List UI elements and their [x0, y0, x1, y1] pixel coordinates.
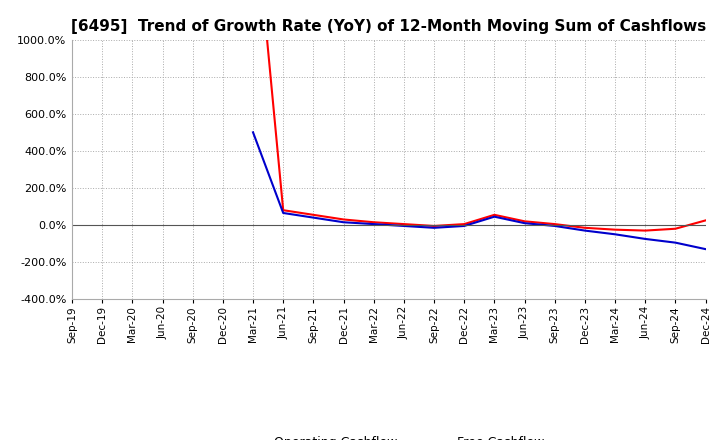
Free Cashflow	[279, 210, 287, 216]
Line: Free Cashflow: Free Cashflow	[253, 132, 706, 249]
Free Cashflow	[701, 246, 710, 252]
Operating Cashflow	[671, 226, 680, 231]
Operating Cashflow	[309, 212, 318, 217]
Free Cashflow	[430, 225, 438, 231]
Free Cashflow	[490, 214, 499, 219]
Free Cashflow	[339, 220, 348, 225]
Line: Operating Cashflow: Operating Cashflow	[253, 0, 706, 231]
Free Cashflow	[671, 240, 680, 245]
Free Cashflow	[460, 224, 469, 229]
Free Cashflow	[369, 221, 378, 227]
Free Cashflow	[580, 228, 589, 233]
Operating Cashflow	[490, 212, 499, 217]
Operating Cashflow	[460, 221, 469, 227]
Operating Cashflow	[279, 208, 287, 213]
Free Cashflow	[248, 130, 257, 135]
Operating Cashflow	[430, 224, 438, 229]
Operating Cashflow	[641, 228, 649, 233]
Free Cashflow	[611, 231, 619, 237]
Free Cashflow	[641, 236, 649, 242]
Free Cashflow	[309, 215, 318, 220]
Operating Cashflow	[521, 219, 529, 224]
Free Cashflow	[400, 224, 408, 229]
Operating Cashflow	[550, 221, 559, 227]
Free Cashflow	[521, 220, 529, 226]
Free Cashflow	[550, 224, 559, 229]
Operating Cashflow	[580, 225, 589, 231]
Operating Cashflow	[701, 218, 710, 223]
Legend: Operating Cashflow, Free Cashflow: Operating Cashflow, Free Cashflow	[228, 431, 550, 440]
Title: [6495]  Trend of Growth Rate (YoY) of 12-Month Moving Sum of Cashflows: [6495] Trend of Growth Rate (YoY) of 12-…	[71, 19, 706, 34]
Operating Cashflow	[339, 217, 348, 222]
Operating Cashflow	[369, 220, 378, 225]
Operating Cashflow	[400, 221, 408, 227]
Operating Cashflow	[611, 227, 619, 232]
